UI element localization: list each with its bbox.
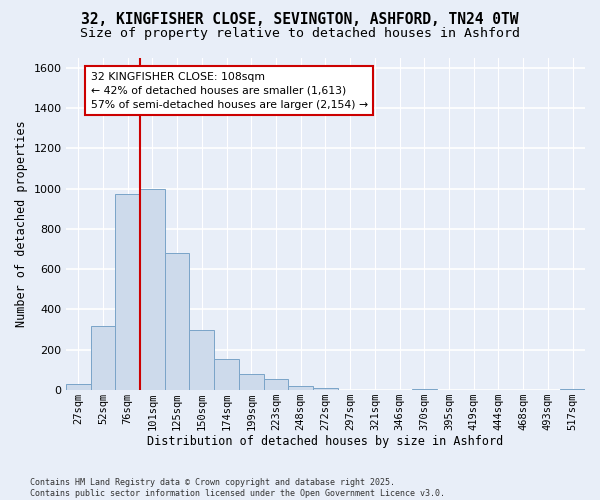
Text: Contains HM Land Registry data © Crown copyright and database right 2025.
Contai: Contains HM Land Registry data © Crown c… <box>30 478 445 498</box>
Bar <box>91 326 115 390</box>
Bar <box>190 330 214 390</box>
Bar <box>214 359 239 390</box>
X-axis label: Distribution of detached houses by size in Ashford: Distribution of detached houses by size … <box>147 434 503 448</box>
Bar <box>313 388 338 390</box>
Text: Size of property relative to detached houses in Ashford: Size of property relative to detached ho… <box>80 28 520 40</box>
Text: 32 KINGFISHER CLOSE: 108sqm
← 42% of detached houses are smaller (1,613)
57% of : 32 KINGFISHER CLOSE: 108sqm ← 42% of det… <box>91 72 368 110</box>
Bar <box>140 188 165 390</box>
Text: 32, KINGFISHER CLOSE, SEVINGTON, ASHFORD, TN24 0TW: 32, KINGFISHER CLOSE, SEVINGTON, ASHFORD… <box>81 12 519 28</box>
Bar <box>115 194 140 390</box>
Bar <box>412 389 437 390</box>
Y-axis label: Number of detached properties: Number of detached properties <box>15 120 28 327</box>
Bar <box>263 379 289 390</box>
Bar <box>165 253 190 390</box>
Bar <box>289 386 313 390</box>
Bar <box>560 389 585 390</box>
Bar <box>239 374 263 390</box>
Bar <box>66 384 91 390</box>
